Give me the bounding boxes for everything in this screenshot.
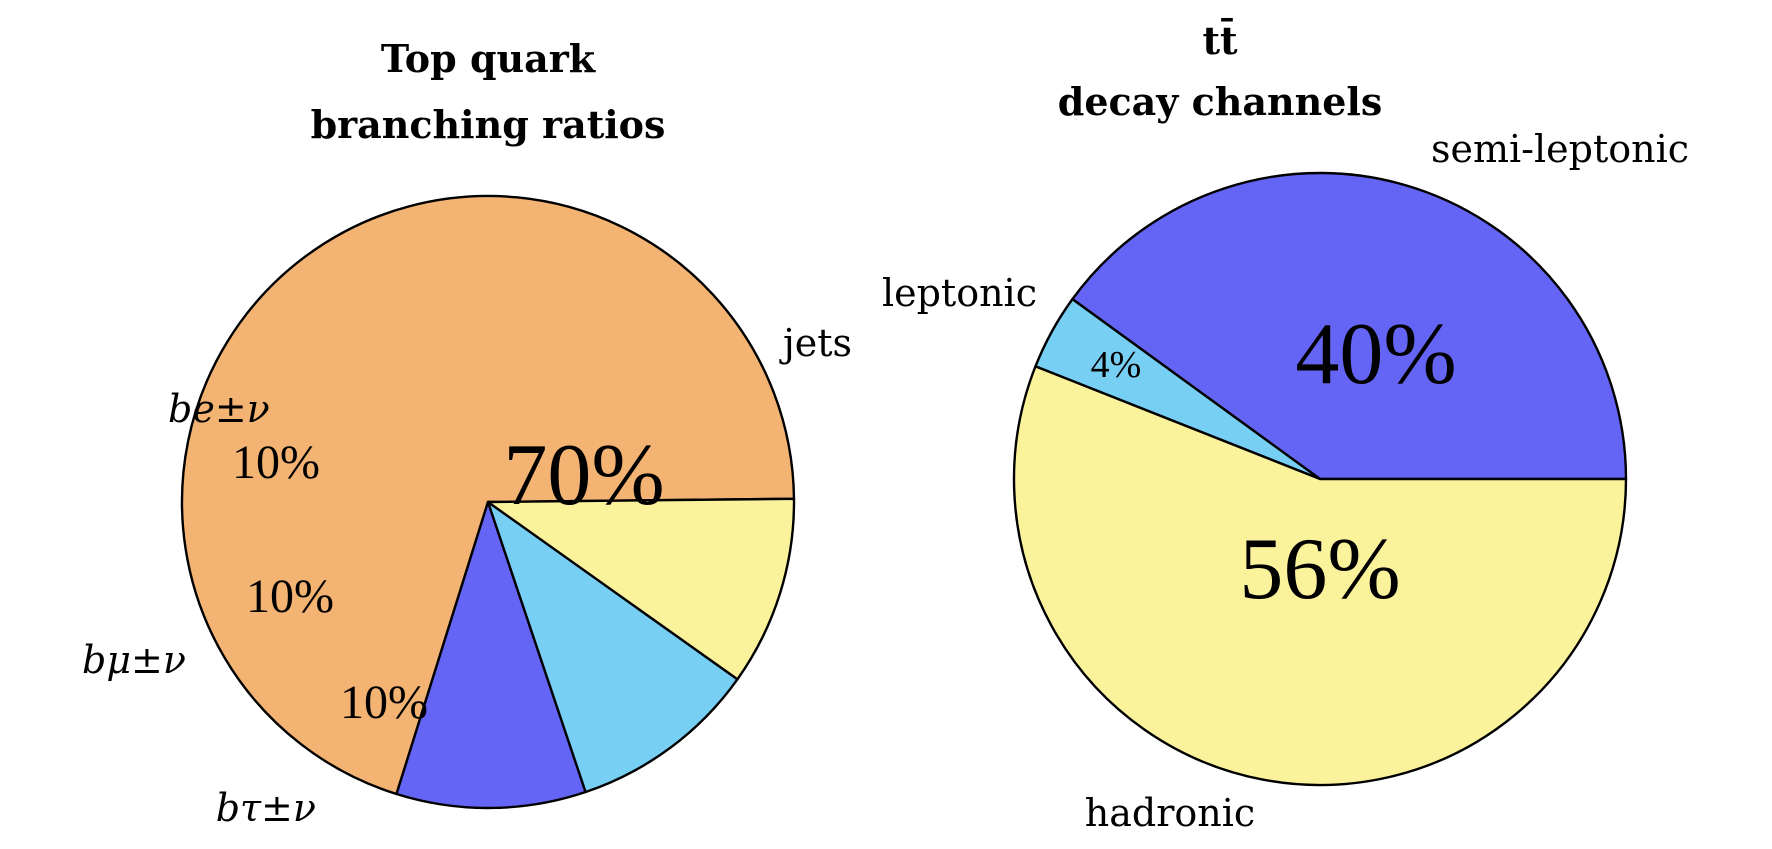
chart-2-category-label-leptonic: leptonic bbox=[882, 271, 1037, 315]
chart-2-title-line-2: decay channels bbox=[1058, 79, 1382, 124]
chart-2-title-line-1: tt̄ bbox=[1202, 18, 1238, 63]
chart-1-slice-1 bbox=[180, 194, 796, 796]
chart-1-slice-4 bbox=[486, 497, 796, 681]
chart-1-category-label-be-nu: be±ν bbox=[168, 387, 270, 431]
chart-top-quark-branching-ratios: Top quark branching ratios jets be±ν bμ±… bbox=[82, 36, 852, 830]
chart-1-value-label-jets: 70% bbox=[503, 427, 664, 524]
chart-1-category-label-bmu-nu: bμ±ν bbox=[82, 638, 186, 682]
chart-2-slice-3 bbox=[1012, 365, 1628, 787]
chart-2-category-label-hadronic: hadronic bbox=[1085, 791, 1255, 835]
chart-1-title-line-1: Top quark bbox=[381, 36, 596, 81]
chart-1-value-label-btau-nu: 10% bbox=[340, 676, 428, 729]
chart-1-slice-3 bbox=[486, 500, 739, 794]
chart-2-category-label-semi-leptonic: semi-leptonic bbox=[1431, 127, 1689, 171]
chart-1-category-label-jets: jets bbox=[779, 321, 852, 365]
chart-2-value-label-leptonic: 4% bbox=[1091, 344, 1142, 386]
chart-1-category-label-btau-nu: bτ±ν bbox=[216, 786, 316, 830]
chart-1-slices bbox=[180, 194, 796, 810]
chart-2-value-label-hadronic: 56% bbox=[1239, 521, 1400, 618]
chart-ttbar-decay-channels: tt̄ decay channels semi-leptonic leptoni… bbox=[882, 18, 1689, 835]
chart-1-title-line-2: branching ratios bbox=[311, 102, 666, 147]
chart-2-slices bbox=[1012, 171, 1628, 787]
chart-1-value-label-bmu-nu: 10% bbox=[246, 570, 334, 623]
chart-2-value-label-semi-leptonic: 40% bbox=[1295, 306, 1456, 403]
chart-2-slice-1 bbox=[1071, 171, 1628, 481]
chart-1-value-label-be-nu: 10% bbox=[232, 436, 320, 489]
chart-1-slice-2 bbox=[395, 500, 587, 810]
